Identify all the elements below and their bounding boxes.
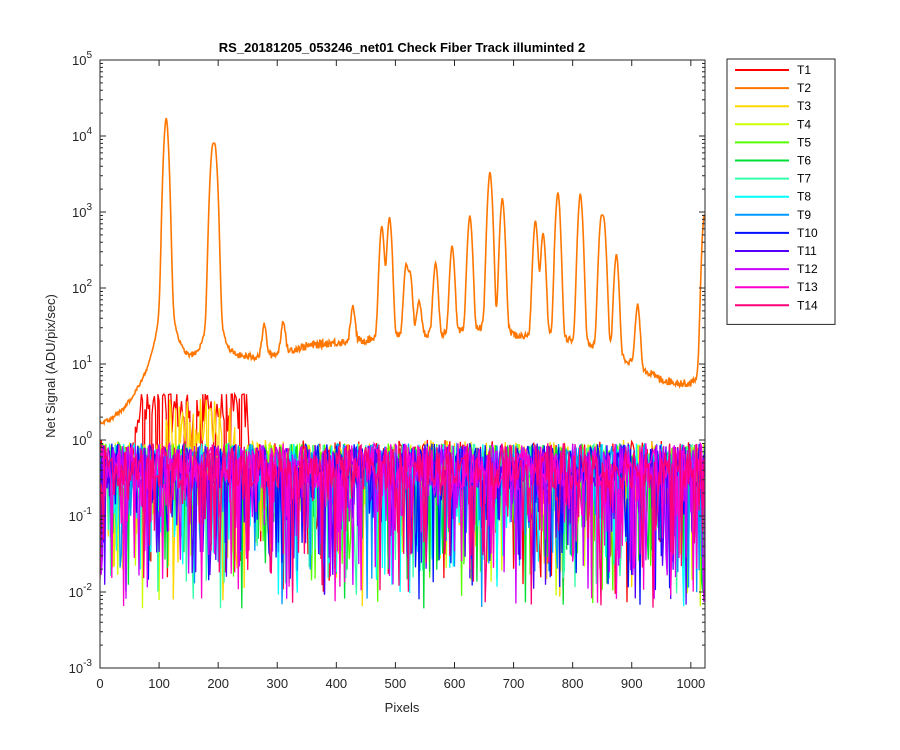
chart-title: RS_20181205_053246_net01 Check Fiber Tra… xyxy=(219,40,585,55)
legend-label-t4: T4 xyxy=(797,117,811,131)
x-tick-label: 700 xyxy=(503,676,525,691)
series-layer xyxy=(100,117,705,609)
y-tick-label: 10-3 xyxy=(69,658,93,676)
plot-area xyxy=(100,60,705,668)
x-tick-label: 500 xyxy=(385,676,407,691)
y-tick-label: 105 xyxy=(72,50,92,68)
y-tick-label: 10-2 xyxy=(69,582,93,600)
x-tick-label: 100 xyxy=(148,676,170,691)
legend-label-t13: T13 xyxy=(797,280,818,294)
legend-box xyxy=(726,58,836,325)
y-tick-label: 104 xyxy=(72,126,92,144)
legend-label-t10: T10 xyxy=(797,226,818,240)
x-tick-label: 800 xyxy=(562,676,584,691)
y-tick-label: 102 xyxy=(72,278,92,296)
legend: T1 T2 T3 T4 T5 T6 T7 T8 T9 T10 T11 T12 T13 T14 xyxy=(726,58,836,325)
x-tick-label: 200 xyxy=(207,676,229,691)
series-line-t2 xyxy=(100,117,705,427)
x-tick-label: 600 xyxy=(444,676,466,691)
x-tick-label: 1000 xyxy=(676,676,705,691)
legend-label-t5: T5 xyxy=(797,135,811,149)
legend-label-t2: T2 xyxy=(797,81,811,95)
y-tick-label: 101 xyxy=(72,354,92,372)
y-tick-label: 103 xyxy=(72,202,92,220)
legend-label-t12: T12 xyxy=(797,262,818,276)
x-tick-label: 300 xyxy=(266,676,288,691)
legend-label-t7: T7 xyxy=(797,172,811,186)
series-line-t13 xyxy=(100,441,705,607)
legend-label-t11: T11 xyxy=(797,244,817,258)
y-axis-label: Net Signal (ADU/pix/sec) xyxy=(43,294,58,438)
axes-layer: 0 100 200 300 400 500 600 700 800 900 1000 10-3 10-2… xyxy=(69,50,706,691)
legend-label-t9: T9 xyxy=(797,208,811,222)
legend-label-t14: T14 xyxy=(797,298,818,312)
legend-label-t1: T1 xyxy=(797,63,811,77)
x-tick-label: 0 xyxy=(96,676,103,691)
x-tick-label: 900 xyxy=(621,676,643,691)
x-axis-label: Pixels xyxy=(385,700,420,715)
legend-label-t6: T6 xyxy=(797,154,811,168)
x-tick-label: 400 xyxy=(325,676,347,691)
y-tick-label: 100 xyxy=(72,430,92,448)
legend-label-t8: T8 xyxy=(797,190,811,204)
legend-label-t3: T3 xyxy=(797,99,811,113)
y-tick-label: 10-1 xyxy=(69,506,93,524)
series-line-t14 xyxy=(100,443,705,608)
